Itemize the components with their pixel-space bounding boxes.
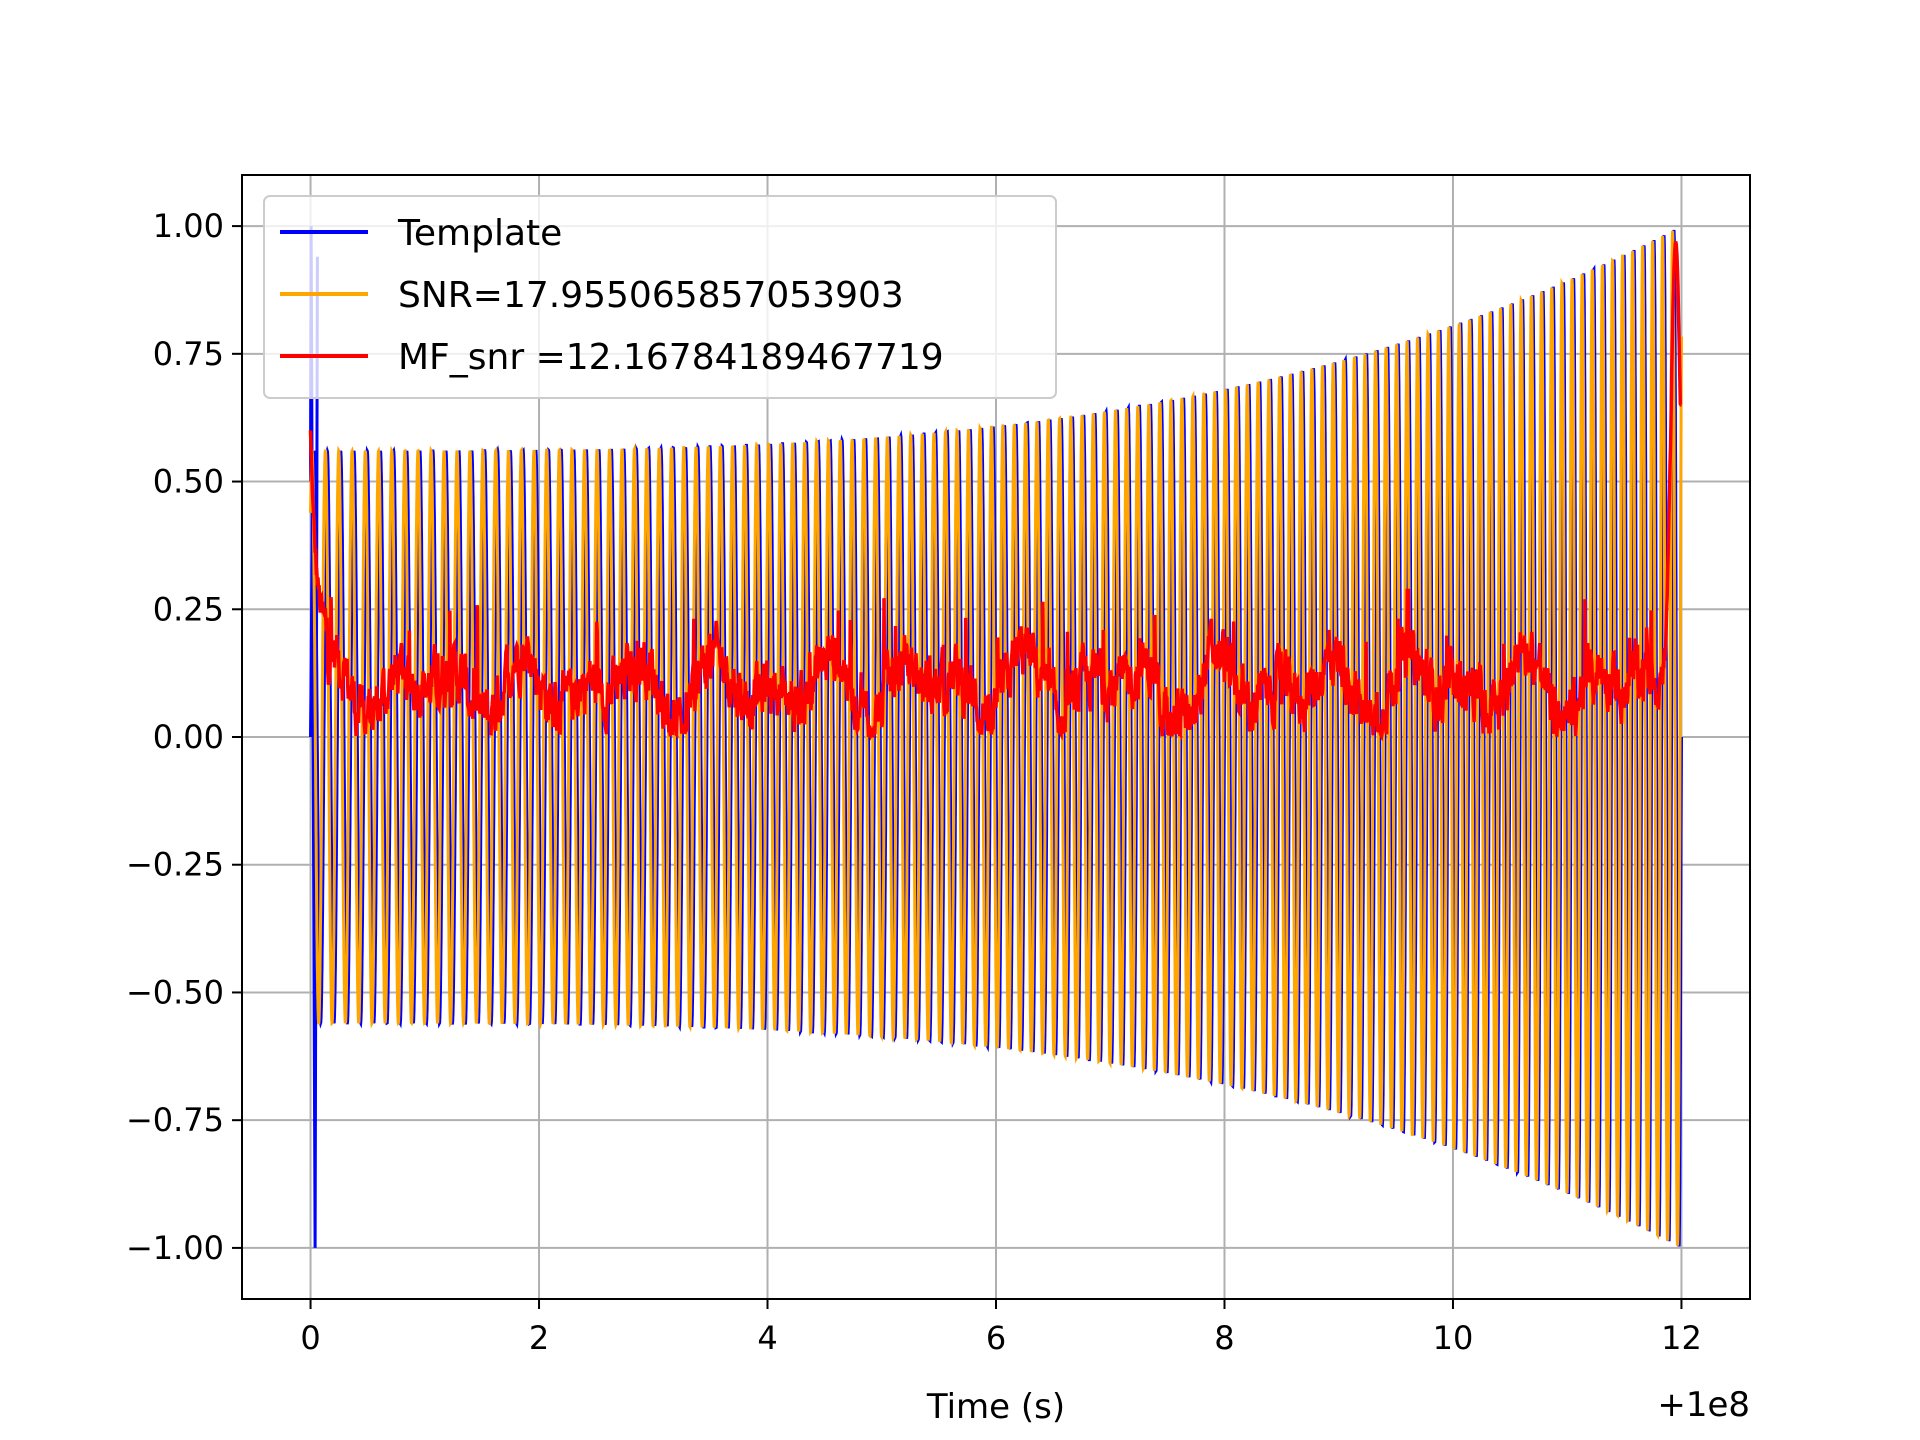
legend-box bbox=[263, 195, 1057, 399]
y-tick-label: 0.25 bbox=[153, 590, 224, 628]
legend-label: Template bbox=[397, 213, 562, 254]
y-tick-label: 0.75 bbox=[153, 335, 224, 373]
x-tick-label: 8 bbox=[1214, 1319, 1234, 1357]
y-axis: −1.00 −0.75 −0.50 −0.25 0.00 0.25 0.50 0.75 1.00 bbox=[126, 207, 242, 1267]
y-tick-label: 0.50 bbox=[153, 463, 224, 501]
legend-label: MF_snr =12.16784189467719 bbox=[398, 337, 944, 378]
y-tick-label: 0.00 bbox=[153, 718, 224, 756]
y-tick-label: −0.50 bbox=[126, 973, 224, 1011]
x-tick-label: 2 bbox=[529, 1319, 549, 1357]
legend-label: SNR=17.955065857053903 bbox=[398, 275, 904, 316]
y-tick-label: −0.75 bbox=[126, 1101, 224, 1139]
y-tick-label: −1.00 bbox=[126, 1229, 224, 1267]
y-tick-label: −0.25 bbox=[126, 846, 224, 884]
series-template bbox=[309, 229, 1683, 1247]
plot-area bbox=[308, 226, 1683, 1248]
x-tick-label: 4 bbox=[757, 1319, 777, 1357]
series-mf-snr bbox=[308, 241, 1683, 742]
x-tick-label: 10 bbox=[1433, 1319, 1474, 1357]
x-tick-label: 6 bbox=[986, 1319, 1006, 1357]
series-snr bbox=[309, 230, 1683, 1246]
legend: Template SNR=17.955065857053903 MF_snr =12… bbox=[263, 195, 1057, 399]
x-axis: 0 2 4 6 8 10 12 bbox=[300, 1299, 1702, 1357]
x-axis-offset-label: +1e8 bbox=[1657, 1385, 1750, 1425]
x-axis-label: Time (s) bbox=[926, 1387, 1065, 1427]
x-tick-label: 0 bbox=[300, 1319, 320, 1357]
series-layer bbox=[308, 226, 1683, 1248]
y-tick-label: 1.00 bbox=[153, 207, 224, 245]
x-tick-label: 12 bbox=[1661, 1319, 1702, 1357]
